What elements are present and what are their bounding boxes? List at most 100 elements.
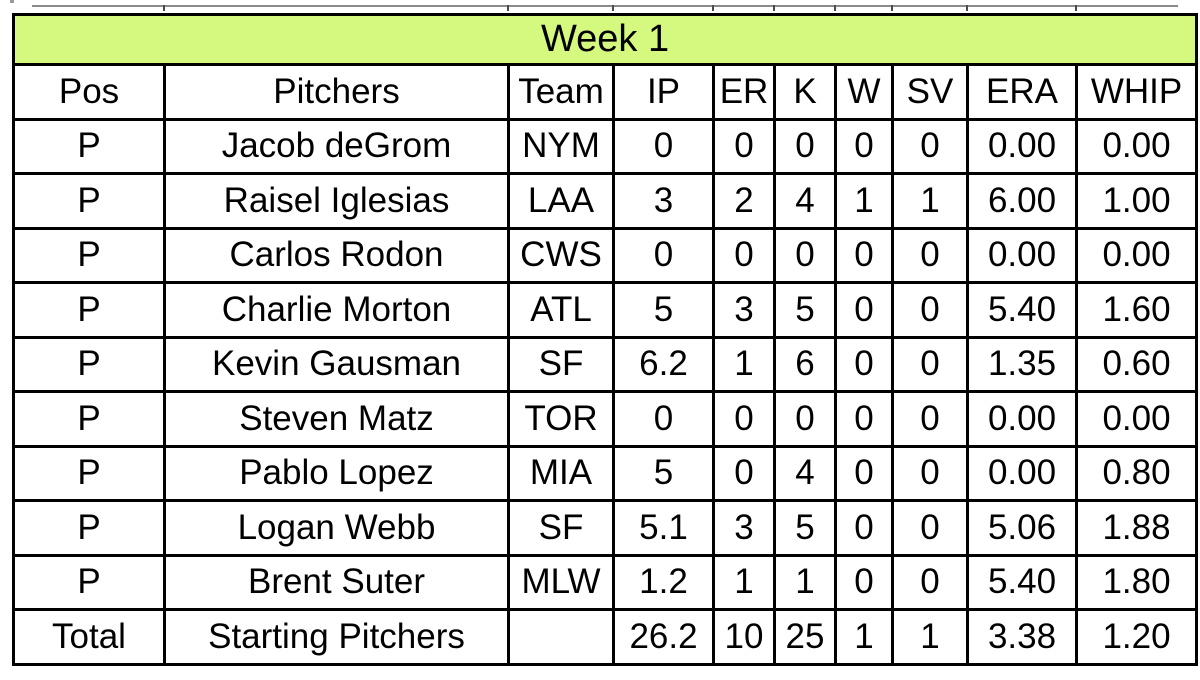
cell-whip[interactable]: 0.00 — [1074, 226, 1199, 284]
cell-team[interactable]: MIA — [507, 444, 615, 502]
cell-ip[interactable]: 5 — [612, 444, 715, 502]
cell-team[interactable] — [507, 608, 615, 666]
cell-era[interactable]: 0.00 — [966, 226, 1078, 284]
cell-pos[interactable]: P — [12, 553, 166, 611]
cell-whip[interactable]: 1.88 — [1074, 499, 1199, 557]
cell-sv[interactable]: 0 — [891, 444, 969, 502]
cell-whip[interactable]: 0.00 — [1074, 117, 1199, 175]
col-header-sv[interactable]: SV — [891, 63, 969, 121]
cell-k[interactable]: 4 — [773, 172, 837, 230]
cell-sv[interactable]: 0 — [891, 553, 969, 611]
cell-er[interactable]: 10 — [712, 608, 776, 666]
cell-pitchers[interactable]: Raisel Iglesias — [163, 172, 510, 230]
cell-sv[interactable]: 0 — [891, 226, 969, 284]
cell-era[interactable]: 5.40 — [966, 281, 1078, 339]
cell-w[interactable]: 0 — [834, 499, 894, 557]
cell-team[interactable]: SF — [507, 499, 615, 557]
cell-pitchers[interactable]: Jacob deGrom — [163, 117, 510, 175]
cell-er[interactable]: 0 — [712, 444, 776, 502]
col-header-pos[interactable]: Pos — [12, 63, 166, 121]
week-title-cell[interactable]: Week 1 — [11, 13, 1199, 66]
cell-k[interactable]: 0 — [773, 390, 837, 448]
cell-ip[interactable]: 3 — [612, 172, 715, 230]
cell-sv[interactable]: 0 — [891, 335, 969, 393]
cell-ip[interactable]: 0 — [612, 390, 715, 448]
cell-team[interactable]: NYM — [507, 117, 615, 175]
cell-era[interactable]: 5.06 — [966, 499, 1078, 557]
col-header-whip[interactable]: WHIP — [1074, 63, 1199, 121]
cell-sv[interactable]: 0 — [891, 117, 969, 175]
cell-era[interactable]: 0.00 — [966, 117, 1078, 175]
cell-pitchers[interactable]: Pablo Lopez — [163, 444, 510, 502]
cell-pitchers[interactable]: Carlos Rodon — [163, 226, 510, 284]
cell-whip[interactable]: 0.60 — [1074, 335, 1199, 393]
cell-k[interactable]: 4 — [773, 444, 837, 502]
cell-k[interactable]: 0 — [773, 117, 837, 175]
cell-whip[interactable]: 1.00 — [1074, 172, 1199, 230]
cell-sv[interactable]: 0 — [891, 499, 969, 557]
cell-pitchers[interactable]: Logan Webb — [163, 499, 510, 557]
col-header-pitchers[interactable]: Pitchers — [163, 63, 510, 121]
cell-w[interactable]: 0 — [834, 335, 894, 393]
cell-team[interactable]: ATL — [507, 281, 615, 339]
cell-pos[interactable]: P — [12, 335, 166, 393]
cell-er[interactable]: 3 — [712, 281, 776, 339]
cell-er[interactable]: 2 — [712, 172, 776, 230]
cell-team[interactable]: TOR — [507, 390, 615, 448]
cell-whip[interactable]: 0.80 — [1074, 444, 1199, 502]
cell-w[interactable]: 0 — [834, 553, 894, 611]
cell-er[interactable]: 1 — [712, 553, 776, 611]
cell-pitchers[interactable]: Charlie Morton — [163, 281, 510, 339]
cell-team[interactable]: LAA — [507, 172, 615, 230]
cell-era[interactable]: 6.00 — [966, 172, 1078, 230]
cell-w[interactable]: 0 — [834, 390, 894, 448]
cell-ip[interactable]: 0 — [612, 117, 715, 175]
cell-pos[interactable]: P — [12, 281, 166, 339]
cell-ip[interactable]: 5.1 — [612, 499, 715, 557]
cell-pos[interactable]: P — [12, 117, 166, 175]
cell-ip[interactable]: 0 — [612, 226, 715, 284]
col-header-k[interactable]: K — [773, 63, 837, 121]
cell-w[interactable]: 0 — [834, 444, 894, 502]
cell-sv[interactable]: 0 — [891, 390, 969, 448]
cell-w[interactable]: 1 — [834, 172, 894, 230]
cell-whip[interactable]: 1.20 — [1074, 608, 1199, 666]
cell-whip[interactable]: 1.60 — [1074, 281, 1199, 339]
col-header-w[interactable]: W — [834, 63, 894, 121]
cell-er[interactable]: 0 — [712, 390, 776, 448]
cell-er[interactable]: 0 — [712, 226, 776, 284]
col-header-era[interactable]: ERA — [966, 63, 1078, 121]
cell-w[interactable]: 1 — [834, 608, 894, 666]
cell-era[interactable]: 0.00 — [966, 444, 1078, 502]
col-header-er[interactable]: ER — [712, 63, 776, 121]
col-header-team[interactable]: Team — [507, 63, 615, 121]
cell-era[interactable]: 3.38 — [966, 608, 1078, 666]
cell-er[interactable]: 3 — [712, 499, 776, 557]
cell-k[interactable]: 5 — [773, 499, 837, 557]
cell-pos[interactable]: Total — [12, 608, 166, 666]
cell-sv[interactable]: 1 — [891, 608, 969, 666]
cell-era[interactable]: 1.35 — [966, 335, 1078, 393]
cell-whip[interactable]: 1.80 — [1074, 553, 1199, 611]
cell-pos[interactable]: P — [12, 499, 166, 557]
cell-team[interactable]: SF — [507, 335, 615, 393]
cell-k[interactable]: 6 — [773, 335, 837, 393]
cell-team[interactable]: MLW — [507, 553, 615, 611]
cell-k[interactable]: 5 — [773, 281, 837, 339]
cell-w[interactable]: 0 — [834, 226, 894, 284]
cell-pitchers[interactable]: Brent Suter — [163, 553, 510, 611]
cell-k[interactable]: 25 — [773, 608, 837, 666]
cell-pos[interactable]: P — [12, 444, 166, 502]
cell-pos[interactable]: P — [12, 390, 166, 448]
cell-ip[interactable]: 5 — [612, 281, 715, 339]
cell-pitchers[interactable]: Starting Pitchers — [163, 608, 510, 666]
cell-team[interactable]: CWS — [507, 226, 615, 284]
cell-er[interactable]: 0 — [712, 117, 776, 175]
cell-sv[interactable]: 1 — [891, 172, 969, 230]
cell-ip[interactable]: 26.2 — [612, 608, 715, 666]
col-header-ip[interactable]: IP — [612, 63, 715, 121]
cell-era[interactable]: 5.40 — [966, 553, 1078, 611]
cell-w[interactable]: 0 — [834, 281, 894, 339]
cell-k[interactable]: 1 — [773, 553, 837, 611]
cell-ip[interactable]: 6.2 — [612, 335, 715, 393]
